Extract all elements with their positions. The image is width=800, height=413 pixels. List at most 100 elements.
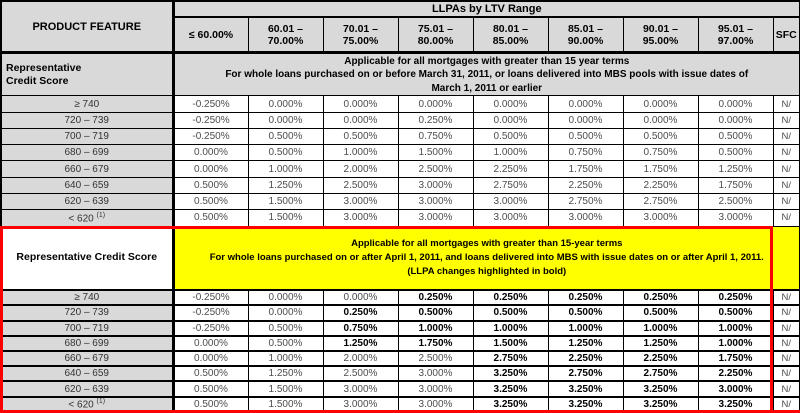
section1-label: Representative Credit Score	[0, 52, 175, 97]
llpa-value-cell: 0.000%	[322, 111, 399, 129]
table-row: 660 – 679 0.000% 1.000% 2.000% 2.500% 2.250% 1…	[0, 160, 800, 178]
llpa-value-cell: -0.250%	[172, 127, 249, 146]
ltv-range-header: 90.01 – 95.00%	[622, 16, 699, 55]
table-row: 640 – 659 0.500% 1.250% 2.500% 3.000% 2.750% 2…	[0, 176, 800, 194]
llpa-value-cell: 3.250%	[472, 380, 549, 398]
llpa-value-cell: 0.500%	[247, 334, 324, 352]
llpa-value-cell: 0.500%	[172, 365, 249, 383]
llpa-value-cell: 3.000%	[397, 209, 474, 227]
section1-note: Applicable for all mortgages with greate…	[172, 52, 800, 97]
llpa-value-cell: 1.500%	[247, 192, 324, 211]
llpa-value-cell: 3.000%	[472, 192, 549, 211]
credit-score-label: 620 – 639	[0, 192, 175, 211]
llpa-value-cell: 0.500%	[172, 192, 249, 211]
llpa-value-cell: 1.750%	[397, 334, 474, 352]
section2-rows: ≥ 740 -0.250% 0.000% 0.000% 0.250% 0.250% 0.25…	[0, 289, 800, 413]
llpa-value-cell: 0.500%	[547, 127, 624, 146]
llpa-value-cell: 3.000%	[322, 209, 399, 227]
llpa-value-cell: 1.000%	[697, 319, 774, 337]
table-row: < 620 (1) 0.500% 1.500% 3.000% 3.000% 3.000% 3…	[0, 209, 800, 227]
llpa-value-cell: 0.000%	[397, 95, 474, 113]
llpa-value-cell: 0.000%	[697, 111, 774, 129]
sfc-value-cell: N/	[772, 176, 800, 194]
llpa-value-cell: 0.250%	[397, 111, 474, 129]
llpa-value-cell: 1.500%	[397, 144, 474, 162]
section2-note: Applicable for all mortgages with greate…	[172, 225, 800, 291]
llpa-value-cell: 2.000%	[322, 160, 399, 178]
llpa-value-cell: -0.250%	[172, 289, 249, 307]
llpa-value-cell: 0.500%	[472, 304, 549, 322]
footnote-marker: (1)	[96, 398, 106, 406]
llpa-value-cell: 1.000%	[247, 349, 324, 368]
llpa-value-cell: 3.250%	[622, 395, 699, 413]
llpa-value-cell: 2.500%	[397, 349, 474, 368]
llpa-value-cell: 2.250%	[472, 160, 549, 178]
llpa-value-cell: 0.250%	[547, 289, 624, 307]
credit-score-label: 720 – 739	[0, 304, 175, 322]
ltv-range-header: 60.01 – 70.00%	[247, 16, 324, 55]
llpa-value-cell: 1.000%	[472, 144, 549, 162]
table-row: 720 – 739 -0.250% 0.000% 0.000% 0.250% 0.000%…	[0, 111, 800, 129]
llpa-value-cell: 3.000%	[322, 192, 399, 211]
llpa-value-cell: 0.000%	[247, 304, 324, 322]
llpa-value-cell: 1.750%	[622, 160, 699, 178]
llpa-value-cell: 0.500%	[247, 144, 324, 162]
llpa-value-cell: 2.250%	[547, 176, 624, 194]
footnote-marker: (1)	[96, 211, 106, 219]
llpa-value-cell: 0.000%	[247, 111, 324, 129]
llpa-value-cell: 0.250%	[472, 289, 549, 307]
llpa-value-cell: 0.750%	[547, 144, 624, 162]
llpa-value-cell: 2.250%	[622, 176, 699, 194]
llpa-value-cell: 2.500%	[322, 365, 399, 383]
sfc-value-cell: N/	[772, 127, 800, 146]
table-row: 660 – 679 0.000% 1.000% 2.000% 2.500% 2.750% 2…	[0, 349, 800, 368]
llpa-value-cell: 3.000%	[622, 209, 699, 227]
sfc-value-cell: N/	[772, 304, 800, 322]
llpa-value-cell: 1.250%	[247, 365, 324, 383]
llpa-value-cell: 0.750%	[397, 127, 474, 146]
llpa-value-cell: 1.750%	[547, 160, 624, 178]
llpa-value-cell: 0.750%	[322, 319, 399, 337]
llpa-value-cell: 3.000%	[397, 380, 474, 398]
llpa-value-cell: 0.500%	[697, 144, 774, 162]
llpa-value-cell: 0.500%	[397, 304, 474, 322]
llpa-value-cell: 0.000%	[697, 95, 774, 113]
llpa-value-cell: -0.250%	[172, 95, 249, 113]
credit-score-label: 720 – 739	[0, 111, 175, 129]
llpa-value-cell: 2.250%	[622, 349, 699, 368]
llpa-value-cell: 0.000%	[247, 289, 324, 307]
llpa-value-cell: -0.250%	[172, 304, 249, 322]
llpa-value-cell: 2.750%	[547, 192, 624, 211]
llpa-value-cell: 3.250%	[472, 365, 549, 383]
llpa-value-cell: 1.250%	[622, 334, 699, 352]
llpa-value-cell: 0.500%	[172, 209, 249, 227]
ltv-header-row: ≤ 60.00% 60.01 – 70.00% 70.01 – 75.00% 75.0…	[1, 16, 800, 55]
ltv-range-header: 80.01 – 85.00%	[472, 16, 549, 55]
llpa-value-cell: 0.000%	[172, 334, 249, 352]
sfc-value-cell: N/	[772, 209, 800, 227]
table-row: 680 – 699 0.000% 0.500% 1.000% 1.500% 1.000% 0…	[0, 144, 800, 162]
llpa-value-cell: 1.250%	[697, 160, 774, 178]
llpa-value-cell: 2.250%	[697, 365, 774, 383]
llpa-value-cell: 1.750%	[697, 176, 774, 194]
table-row: 680 – 699 0.000% 0.500% 1.250% 1.750% 1.500% 1…	[0, 334, 800, 352]
sfc-value-cell: N/	[772, 289, 800, 307]
llpa-value-cell: 3.250%	[547, 395, 624, 413]
llpa-value-cell: 0.500%	[622, 304, 699, 322]
llpa-value-cell: 0.250%	[322, 304, 399, 322]
credit-score-label: 700 – 719	[0, 127, 175, 146]
llpa-value-cell: 3.000%	[697, 209, 774, 227]
llpa-value-cell: 0.500%	[697, 127, 774, 146]
llpa-value-cell: 1.250%	[247, 176, 324, 194]
product-feature-header: PRODUCT FEATURE	[0, 0, 175, 55]
credit-score-label: 660 – 679	[0, 160, 175, 178]
sfc-value-cell: N/	[772, 160, 800, 178]
llpa-value-cell: 3.000%	[397, 192, 474, 211]
llpa-value-cell: 1.500%	[247, 380, 324, 398]
llpa-value-cell: 0.500%	[172, 395, 249, 413]
sfc-value-cell: N/	[772, 365, 800, 383]
sfc-value-cell: N/	[772, 192, 800, 211]
llpa-value-cell: 2.500%	[322, 176, 399, 194]
